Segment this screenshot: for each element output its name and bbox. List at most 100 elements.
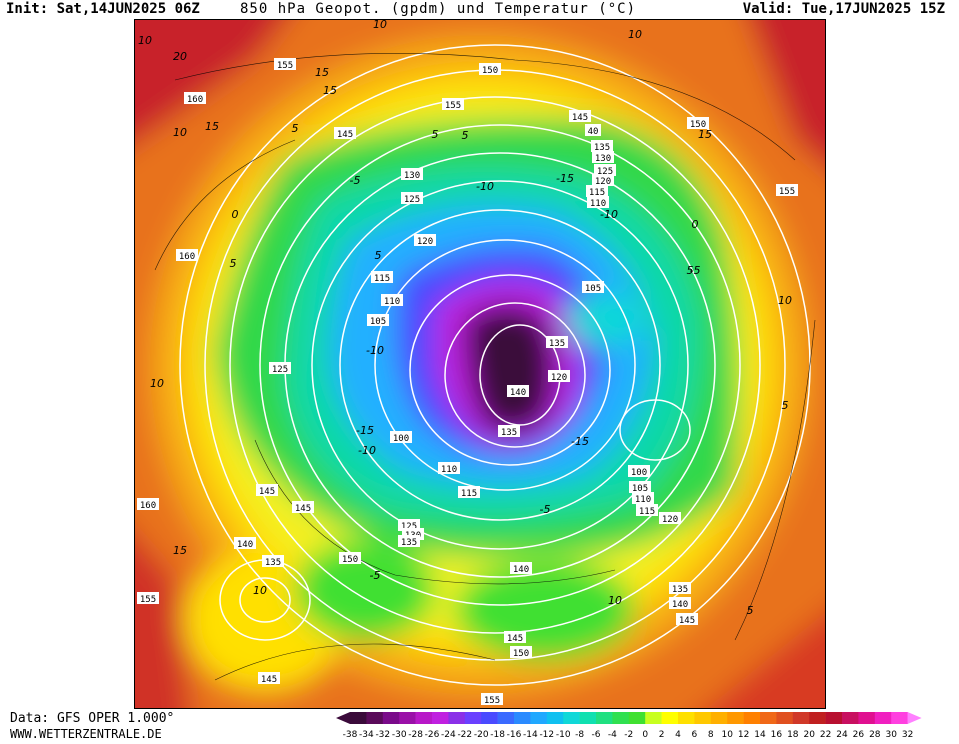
geopotential-label-box bbox=[334, 127, 356, 139]
legend-tick-label: -24 bbox=[441, 730, 456, 740]
legend-tick-label: 4 bbox=[675, 730, 681, 740]
geopotential-label-box bbox=[258, 672, 280, 684]
temperature-label: 10 bbox=[778, 294, 792, 307]
legend-tick-label: 2 bbox=[659, 730, 665, 740]
geopotential-label-box bbox=[442, 98, 464, 110]
geopotential-label-box bbox=[390, 431, 412, 443]
website-credit: WWW.WETTERZENTRALE.DE bbox=[10, 727, 162, 741]
geopotential-label-box bbox=[137, 592, 159, 604]
geopotential-label-box bbox=[401, 192, 423, 204]
geopotential-label: 135 bbox=[549, 339, 565, 349]
legend-tick-label: 26 bbox=[853, 730, 865, 740]
temperature-label: 15 bbox=[698, 128, 712, 141]
legend-swatch bbox=[842, 712, 859, 724]
geopotential-label: 145 bbox=[507, 634, 523, 644]
geopotential-label-box bbox=[292, 501, 314, 513]
geopotential-label: 155 bbox=[140, 595, 156, 605]
temperature-label: 15 bbox=[323, 84, 337, 97]
temperature-label: 10 bbox=[150, 377, 164, 390]
temperature-label: -5 bbox=[350, 174, 361, 187]
legend-swatch bbox=[399, 712, 416, 724]
geopotential-label: 140 bbox=[237, 540, 253, 550]
legend-tick-label: -2 bbox=[624, 730, 633, 740]
legend-swatch bbox=[661, 712, 679, 724]
legend-swatch bbox=[743, 712, 761, 724]
geopotential-label-box bbox=[498, 425, 520, 437]
geopotential-label-box bbox=[504, 631, 526, 643]
legend-swatch bbox=[497, 712, 515, 724]
geopotential-label-box bbox=[669, 597, 691, 609]
legend-tick-label: 30 bbox=[885, 730, 897, 740]
temperature-label: 5 bbox=[432, 128, 439, 141]
geopotential-label: 155 bbox=[445, 101, 461, 111]
geopotential-label: 135 bbox=[401, 538, 417, 548]
init-time: Init: Sat,14JUN2025 06Z bbox=[6, 1, 200, 17]
geopotential-label-box bbox=[582, 281, 604, 293]
legend-swatch bbox=[858, 712, 876, 724]
geopotential-label-box bbox=[592, 174, 614, 186]
geopotential-label: 125 bbox=[404, 195, 420, 205]
geopotential-label: 105 bbox=[585, 284, 601, 294]
legend-swatch bbox=[776, 712, 794, 724]
geopotential-label-box bbox=[274, 58, 296, 70]
geopotential-contours bbox=[179, 44, 811, 686]
geopotential-label: 150 bbox=[513, 649, 529, 659]
geopotential-label: 150 bbox=[690, 120, 706, 130]
legend-swatch bbox=[366, 712, 384, 724]
temperature-label: 10 bbox=[608, 594, 622, 607]
legend-tick-label: 14 bbox=[754, 730, 766, 740]
legend-swatch bbox=[448, 712, 466, 724]
legend-swatch bbox=[710, 712, 728, 724]
legend-swatch bbox=[596, 712, 613, 724]
geopotential-label-box bbox=[234, 537, 256, 549]
temperature-label: 15 bbox=[205, 120, 219, 133]
temperature-label: -5 bbox=[690, 264, 701, 277]
legend-tick-label: 24 bbox=[836, 730, 848, 740]
legend-tick-label: 6 bbox=[692, 730, 698, 740]
temperature-label: 5 bbox=[375, 249, 382, 262]
geopotential-label: 150 bbox=[342, 555, 358, 565]
geopotential-label: 135 bbox=[501, 428, 517, 438]
geopotential-label-box bbox=[339, 552, 361, 564]
legend-tick-label: -4 bbox=[608, 730, 617, 740]
legend-tick-label: -20 bbox=[474, 730, 489, 740]
legend-tick-label: -34 bbox=[359, 730, 374, 740]
temperature-label: 15 bbox=[315, 66, 329, 79]
legend-tick-label: -38 bbox=[343, 730, 358, 740]
geopotential-label-box bbox=[458, 486, 480, 498]
geopotential-label: 110 bbox=[384, 297, 400, 307]
geopotential-label: 135 bbox=[672, 585, 688, 595]
geopotential-label: 115 bbox=[461, 489, 477, 499]
geopotential-label-box bbox=[676, 613, 698, 625]
geopotential-label: 110 bbox=[590, 199, 606, 209]
geopotential-label-box bbox=[401, 168, 423, 180]
geopotential-label-box bbox=[569, 110, 591, 122]
geopotential-label: 105 bbox=[632, 484, 648, 494]
legend-arrow-left bbox=[336, 712, 350, 724]
legend-tick-label: 18 bbox=[787, 730, 799, 740]
geopotential-labels: 1551601501551451504014513513012512011511… bbox=[137, 58, 798, 706]
geopotential-label: 115 bbox=[589, 188, 605, 198]
geopotential-label: 100 bbox=[631, 468, 647, 478]
geopotential-label-box bbox=[371, 271, 393, 283]
temperature-label: -15 bbox=[571, 435, 589, 448]
legend-swatch bbox=[415, 712, 433, 724]
temperature-label: 10 bbox=[138, 34, 152, 47]
geopotential-label: 130 bbox=[595, 154, 611, 164]
legend-arrow-right bbox=[907, 712, 922, 724]
geopotential-label-box bbox=[585, 124, 601, 136]
geopotential-label-box bbox=[659, 512, 681, 524]
weather-map[interactable]: 155 160 150 155 145 150 40 145 135 130 125 120 115 11… bbox=[134, 19, 826, 709]
map-title: 850 hPa Geopot. (gpdm) und Temperatur (°… bbox=[240, 1, 637, 17]
temperature-label: -10 bbox=[476, 180, 494, 193]
geopotential-label-box bbox=[776, 184, 798, 196]
geopotential-label: 140 bbox=[510, 388, 526, 398]
temperature-label: -15 bbox=[556, 172, 574, 185]
geopotential-label-box bbox=[636, 504, 658, 516]
geopotential-label-box bbox=[507, 385, 529, 397]
geopotential-label-box bbox=[414, 234, 436, 246]
geopotential-label-box bbox=[137, 498, 159, 510]
geopotential-label: 125 bbox=[597, 167, 613, 177]
temperature-label: 0 bbox=[232, 208, 239, 221]
